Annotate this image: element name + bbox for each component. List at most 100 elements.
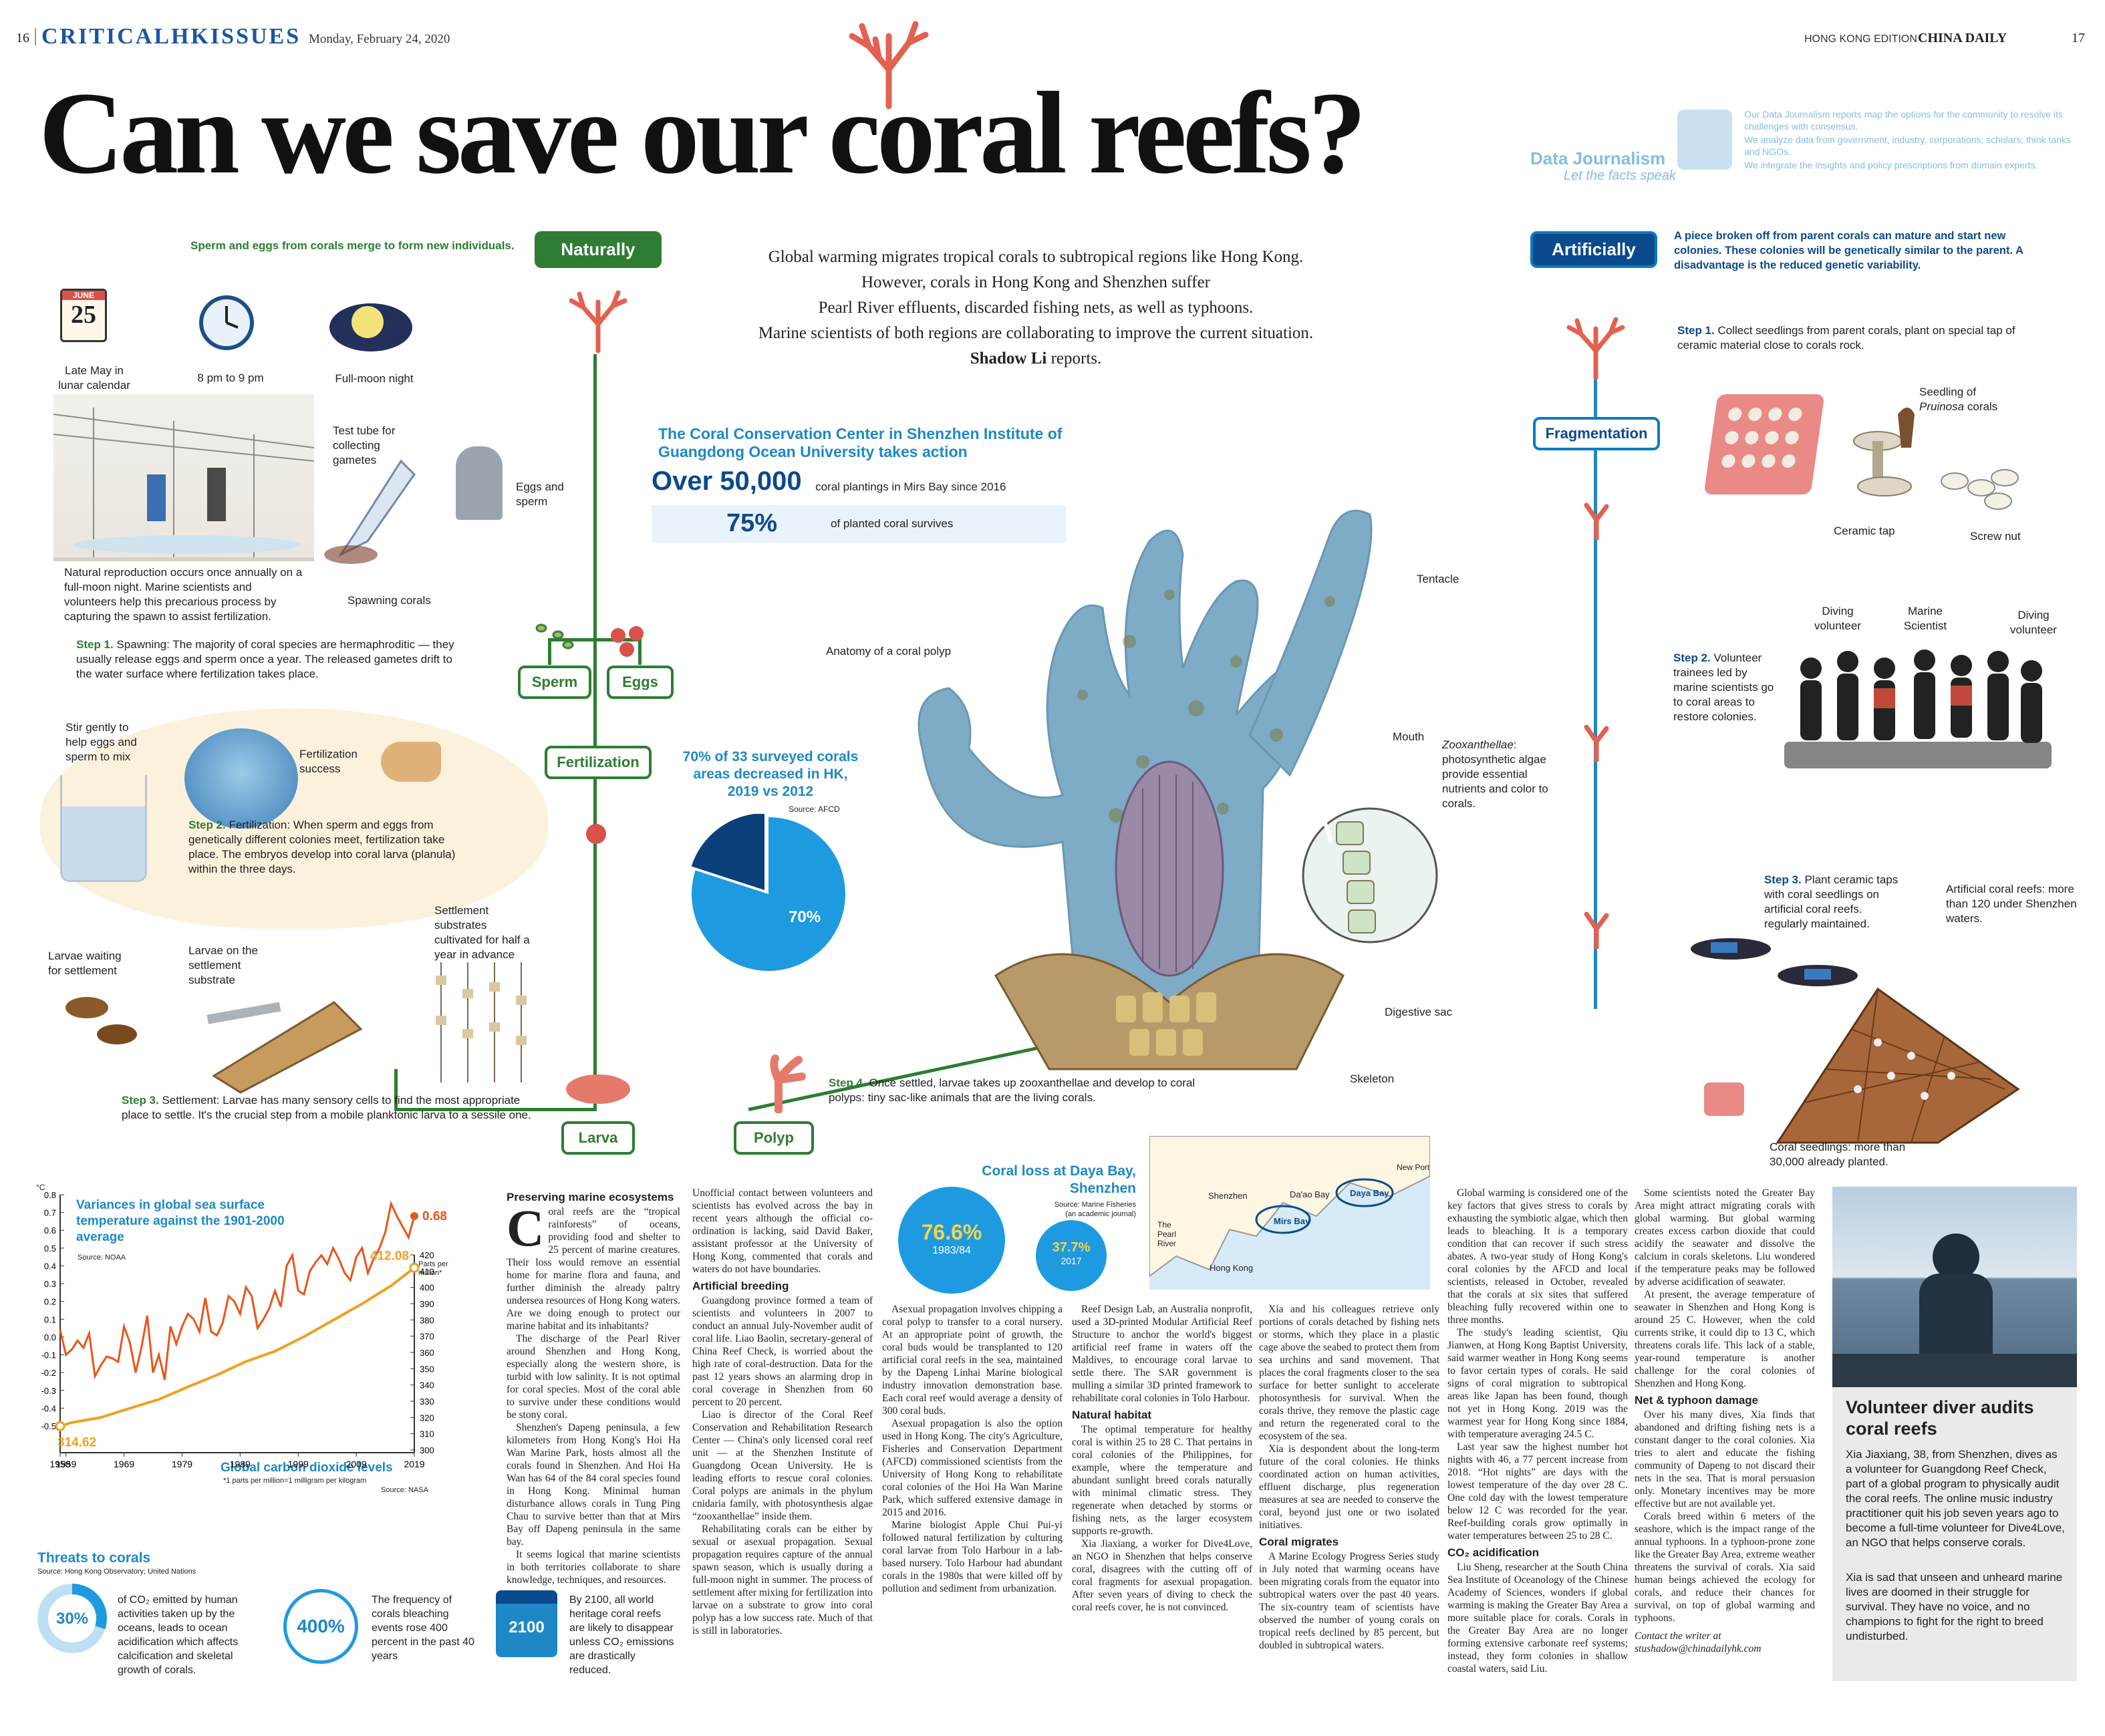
sidebar-text-2: Xia is sad that unseen and unheard marin… <box>1846 1571 2063 1642</box>
label-late-may: Late May in lunar calendar <box>58 364 130 392</box>
issue-date: Monday, February 24, 2020 <box>309 32 450 46</box>
daya-year-1983: 1983/84 <box>932 1245 971 1256</box>
label-skeleton: Skeleton <box>1350 1072 1395 1085</box>
label-digestive-sac: Digestive sac <box>1385 1006 1453 1018</box>
climate-chart: 0.8 0.7 0.6 0.5 0.4 0.3 0.2 0.1 0.0 -0.1 -0.2 -0.3 -… <box>41 1190 447 1469</box>
co2-start-label: 314.62 <box>57 1435 96 1449</box>
co2-tick-label: 340 <box>420 1381 434 1391</box>
article-col-2: Unofficial contact between volunteers an… <box>692 1187 873 1636</box>
eggs-container <box>456 446 503 520</box>
co2-tick-label: 330 <box>420 1397 434 1407</box>
label-screw-nut: Screw nut <box>1970 530 2021 543</box>
step2-artificial: Step 2. Volunteer trainees led by marine… <box>1673 652 1774 723</box>
sst-tick-label: -0.1 <box>41 1350 56 1360</box>
co2-tick-label: 400 <box>420 1283 434 1293</box>
fragmentation-tag: Fragmentation <box>1533 417 1660 450</box>
sperm-tag: Sperm <box>518 666 591 699</box>
label-tentacle: Tentacle <box>1417 573 1459 585</box>
stat-plantings: Over 50,000 coral plantings in Mirs Bay … <box>652 466 1066 500</box>
stat-survival: 75% of planted coral survives <box>652 505 1066 543</box>
coral-fragment-1 <box>1584 502 1609 540</box>
seedling-tray <box>1703 394 1825 494</box>
daya-bubble-1983: 76.6% 1983/84 <box>898 1187 1005 1294</box>
article-col-3: Asexual propagation involves chipping a … <box>882 1304 1063 1594</box>
coral-seedlings-note: Coral seedlings: more than 30,000 alread… <box>1770 1141 1906 1168</box>
label-diving-volunteer-1: Diving volunteer <box>1814 605 1861 632</box>
threat-calendar-2100: 2100 <box>496 1590 557 1657</box>
daya-bubble-2017: 37.7% 2017 <box>1036 1220 1107 1291</box>
x-tick-label: 1959 <box>55 1459 76 1469</box>
stat-survival-label: of planted coral survives <box>831 517 954 530</box>
map-label-newport: New Port <box>1397 1163 1430 1172</box>
heading-co2-acidification: CO₂ acidification <box>1447 1546 1539 1559</box>
contact-label: Contact the writer at <box>1635 1630 1721 1642</box>
label-spawning-corals: Spawning corals <box>347 594 431 607</box>
larvae-drawing <box>65 997 137 1044</box>
coral-icon-artificially <box>1566 317 1625 380</box>
data-journalism-text-1: Our Data Journalism reports map the opti… <box>1744 109 2063 132</box>
data-journalism-label: Data Journalism <box>1530 148 1666 168</box>
heading-net-typhoon: Net & typhoon damage <box>1635 1394 1759 1407</box>
sst-end-label: 0.68 <box>422 1209 447 1223</box>
step3-artificial: Step 3. Plant ceramic taps with coral se… <box>1764 873 1899 930</box>
sst-tick-label: 0.1 <box>44 1314 56 1324</box>
co2-title: Global carbon dioxide levels <box>221 1461 393 1475</box>
sst-tick-label: -0.2 <box>41 1368 56 1378</box>
label-settlement-substrates: Settlement substrates cultivated for hal… <box>434 904 530 961</box>
label-seedling: Seedling of Pruinosa corals <box>1919 386 1998 413</box>
label-eggs-sperm: Eggs and sperm <box>516 480 564 508</box>
sst-source: Source: NOAA <box>78 1254 126 1262</box>
co2-tick-label: 310 <box>420 1429 434 1439</box>
test-tube-net <box>324 459 416 564</box>
petri-dish <box>184 728 298 829</box>
step2-natural: Step 2. Fertilization: When sperm and eg… <box>188 819 456 875</box>
artificial-flow-line <box>1594 374 1597 1009</box>
svg-text:30%: 30% <box>56 1610 88 1628</box>
sidebar-title: Volunteer diver audits coral reefs <box>1846 1397 2034 1439</box>
clock-icon <box>199 295 254 350</box>
article-col-6: Global warming is considered one of the … <box>1447 1187 1628 1675</box>
co2-tick-label: 380 <box>420 1315 434 1325</box>
article-col-5: Xia and his colleagues retrieve only por… <box>1259 1304 1439 1651</box>
co2-tick-label: 320 <box>420 1413 434 1423</box>
substrate-strings <box>436 962 527 1082</box>
pie-title: 70% of 33 surveyed corals areas decrease… <box>682 749 859 799</box>
sst-unit: °C <box>36 1183 45 1192</box>
artificially-tag: Artificially <box>1530 231 1657 268</box>
daya-source: Source: Marine Fisheries (an academic jo… <box>1054 1201 1136 1218</box>
eggs-icon <box>611 626 644 657</box>
article-col-7: Some scientists noted the Greater Bay Ar… <box>1635 1187 1815 1654</box>
x-tick-label: 1989 <box>230 1459 251 1469</box>
article-col-4: Reef Design Lab, an Australia nonprofit,… <box>1072 1304 1252 1613</box>
sst-end-point <box>410 1211 418 1220</box>
label-stir: Stir gently to help eggs and sperm to mi… <box>65 721 137 763</box>
pie-chart: 70% <box>691 814 845 971</box>
x-tick-label: 2009 <box>346 1459 367 1469</box>
map-label-daya: Daya Bay <box>1350 1188 1389 1198</box>
threats-source: Source: Hong Kong Observatory; United Na… <box>37 1568 196 1576</box>
label-marine-scientist: Marine Scientist <box>1903 605 1947 632</box>
daya-value-1983: 76.6% <box>921 1220 982 1244</box>
contact-email[interactable]: stushadow@chinadailyhk.com <box>1635 1643 1762 1654</box>
step1-artificial: Step 1. Collect seedlings from parent co… <box>1677 324 2015 351</box>
screw-nut-drawing <box>1941 469 2019 510</box>
sst-tick-label: -0.4 <box>41 1403 56 1413</box>
sidebar-box: Volunteer diver audits coral reefs Xia J… <box>1832 1187 2077 1681</box>
pie-source: Source: AFCD <box>789 805 840 814</box>
x-tick-label: 1958 <box>49 1459 70 1469</box>
step1-natural: Step 1. Spawning: The majority of coral … <box>76 638 454 680</box>
heading-preserving: Preserving marine ecosystems <box>507 1191 674 1203</box>
substrate-drawing <box>206 1001 363 1094</box>
sst-tick-label: 0.5 <box>44 1244 56 1254</box>
label-fert-success: Fertilization success <box>299 748 358 775</box>
x-tick-label: 1979 <box>172 1459 192 1469</box>
author-name: Shadow Li <box>970 349 1047 368</box>
sst-tick-label: -0.5 <box>41 1421 56 1431</box>
pie-label: 70% <box>789 908 821 926</box>
naturally-tag: Naturally <box>535 231 662 268</box>
sst-tick-label: 0.7 <box>44 1208 56 1218</box>
step4-natural: Step 4. Once settled, larvae takes up zo… <box>829 1076 1196 1104</box>
coral-fragment-2 <box>1584 724 1609 762</box>
daya-value-2017: 37.7% <box>1052 1240 1091 1255</box>
